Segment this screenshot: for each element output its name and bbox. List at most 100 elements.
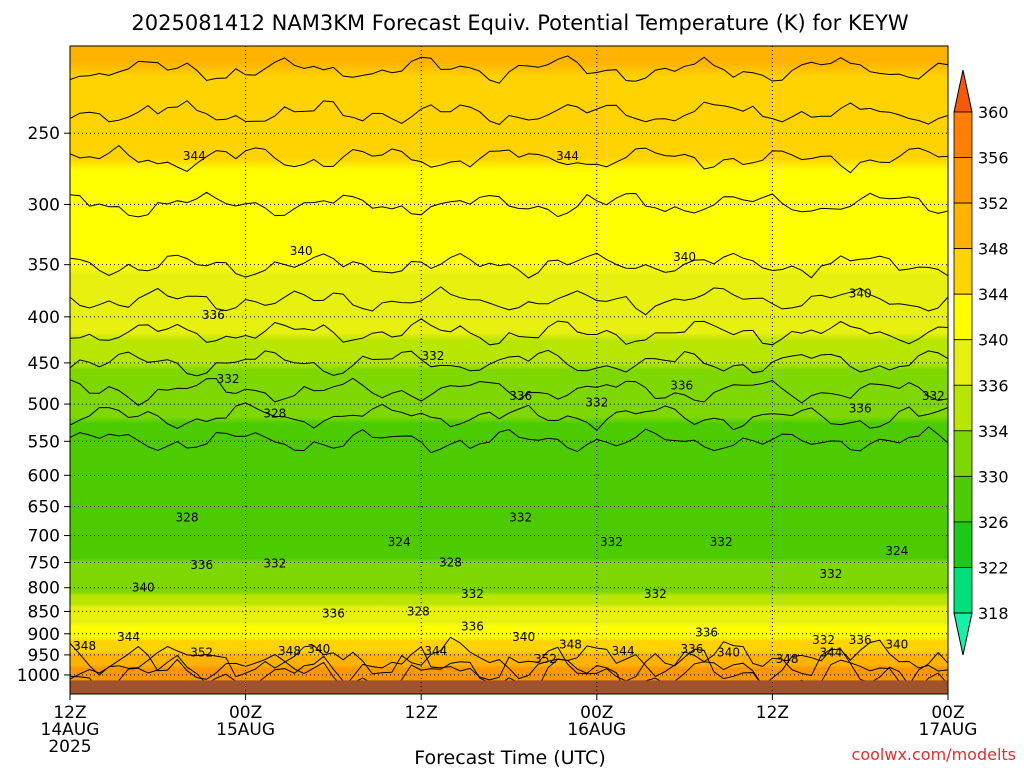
contour-line-336: [70, 318, 948, 346]
contour-label: 324: [388, 535, 411, 549]
y-tick-label: 450: [28, 354, 60, 374]
colorbar-label: 322: [978, 558, 1009, 577]
y-tick-label: 500: [28, 395, 60, 415]
colorbar-label: 340: [978, 331, 1009, 350]
contour-line-334: [70, 349, 948, 377]
colorbar-label: 352: [978, 194, 1009, 213]
colorbar-band: [953, 157, 973, 204]
colorbar-label: 360: [978, 103, 1009, 122]
colorbar-extend-top: [953, 69, 973, 113]
y-tick-label: 900: [28, 625, 60, 645]
x-tick-label: 00Z: [580, 703, 613, 723]
contour-label: 332: [263, 557, 286, 571]
chart-title: 2025081412 NAM3KM Forecast Equiv. Potent…: [131, 11, 908, 35]
colorbar-band: [953, 521, 973, 568]
contour-label: 324: [885, 544, 908, 558]
contour-label: 348: [73, 639, 96, 653]
contour-label: 332: [600, 535, 623, 549]
contour-label: 340: [717, 645, 740, 659]
contour-label: 332: [812, 633, 835, 647]
x-tick-label: 17AUG: [919, 720, 978, 740]
contour-label: 352: [534, 652, 557, 666]
colorbar-band: [953, 384, 973, 432]
contour-label: 332: [461, 587, 484, 601]
contour-label: 340: [512, 630, 535, 644]
contour-label: 336: [461, 619, 484, 633]
contour-label: 332: [922, 389, 945, 403]
colorbar-extend-bottom: [953, 612, 973, 656]
y-tick-label: 800: [28, 579, 60, 599]
credit-text: coolwx.com/modelts: [852, 745, 1016, 764]
contour-label: 340: [132, 581, 155, 595]
contour-label: 336: [695, 625, 718, 639]
colorbar-band: [953, 248, 973, 295]
contour-label: 340: [673, 250, 696, 264]
y-tick-label: 750: [28, 554, 60, 574]
contour-label: 348: [278, 644, 301, 658]
y-tick-label: 250: [28, 124, 60, 144]
y-tick-label: 950: [28, 646, 60, 666]
plot-area: 344 344 340 340 340 336 332 332 336 336 332 336 332 3…: [70, 46, 948, 694]
x-tick-label: 12Z: [756, 703, 789, 723]
contour-label: 340: [307, 642, 330, 656]
contour-label: 328: [176, 510, 199, 524]
contour-label: 332: [710, 535, 733, 549]
colorbar-label: 318: [978, 604, 1009, 623]
contour-label: 332: [585, 396, 608, 410]
below-ground-fill: [70, 680, 948, 694]
colorbar-band: [953, 202, 973, 250]
contour-lines: [70, 55, 948, 694]
colorbar-label: 334: [978, 422, 1009, 441]
colorbar-band: [953, 111, 973, 158]
colorbar-band: [953, 475, 973, 523]
contour-label: 336: [509, 389, 532, 403]
y-tick-label: 400: [28, 308, 60, 328]
colorbar: 360 356 352 348 344 340 336 334 330 326 322 318: [953, 69, 1009, 656]
contour-label: 336: [322, 607, 345, 621]
contour-label: 336: [670, 379, 693, 393]
x-axis-label: Forecast Time (UTC): [414, 747, 605, 768]
contour-line-338: [70, 286, 948, 316]
contour-label: 344: [556, 149, 579, 163]
colorbar-label: 326: [978, 513, 1009, 532]
contour-line-330: [70, 402, 948, 431]
x-tick-label: 2025: [48, 737, 91, 757]
x-tick-label: 16AUG: [567, 720, 626, 740]
contour-label: 336: [680, 642, 703, 656]
contour-label: 332: [509, 510, 532, 524]
colorbar-label: 336: [978, 376, 1009, 395]
x-tick-label: 15AUG: [216, 720, 275, 740]
y-axis-ticks: 250 300 350 400 450 500 550 600 650 700 750 800 850 9…: [17, 124, 70, 686]
contour-line-328: [70, 426, 948, 454]
contour-line-354: [70, 654, 948, 694]
colorbar-label: 356: [978, 149, 1009, 168]
x-tick-label: 12Z: [405, 703, 438, 723]
y-tick-label: 550: [28, 432, 60, 452]
contour-line-350: [70, 636, 948, 680]
plot-frame: [69, 45, 949, 695]
y-tick-label: 700: [28, 527, 60, 547]
colorbar-band: [953, 567, 973, 614]
contour-label: 336: [849, 402, 872, 416]
contour-label: 332: [421, 349, 444, 363]
colorbar-label: 344: [978, 285, 1009, 304]
contour-label: 332: [819, 567, 842, 581]
contour-label: 344: [424, 644, 447, 658]
contour-line-340: [70, 252, 948, 279]
contour-line-342: [70, 191, 948, 218]
contour-label: 352: [190, 645, 213, 659]
gridlines: [70, 46, 948, 694]
contour-label: 340: [885, 637, 908, 651]
y-tick-label: 350: [28, 256, 60, 276]
contour-label: 340: [290, 244, 313, 258]
y-tick-label: 1000: [17, 666, 60, 686]
colorbar-label: 348: [978, 240, 1009, 259]
colorbar-band: [953, 339, 973, 386]
contour-label: 340: [849, 287, 872, 301]
contour-line-332: [70, 377, 948, 407]
theta-e-field: [70, 46, 948, 694]
contour-label: 348: [776, 652, 799, 666]
contour-line-346: [70, 100, 948, 126]
x-tick-label: 14AUG: [41, 720, 100, 740]
